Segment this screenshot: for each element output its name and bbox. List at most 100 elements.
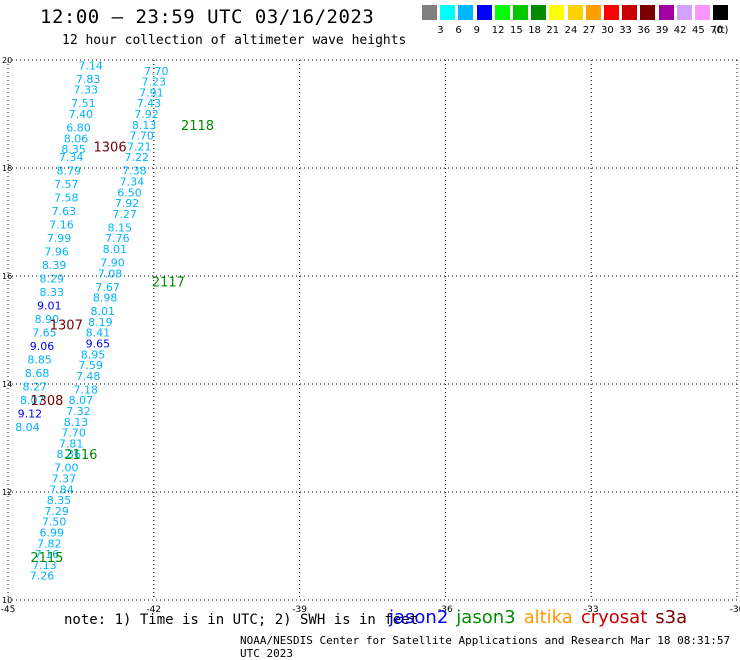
wave-height-value: 7.76: [105, 232, 130, 245]
wave-height-value: 6.99: [39, 527, 64, 540]
wave-height-value: 7.29: [44, 505, 69, 518]
wave-height-value: 7.51: [71, 97, 96, 110]
credit-line: NOAA/NESDIS Center for Satellite Applica…: [240, 634, 731, 660]
wave-height-value: 7.14: [78, 59, 103, 72]
wave-height-value: 7.43: [137, 97, 162, 110]
y-tick-label: 18: [2, 164, 12, 173]
wave-height-value: 8.35: [47, 494, 72, 507]
legend-level: 18: [528, 25, 541, 36]
wave-height-value: 8.13: [64, 416, 89, 429]
wave-height-value: 7.90: [100, 257, 125, 270]
legend-swatch: [440, 5, 456, 20]
wave-height-value: 7.26: [30, 570, 55, 583]
satellite-altika: altika: [523, 607, 573, 628]
legend-level: 36: [637, 25, 651, 36]
legend-level: 9: [473, 25, 480, 36]
wave-height-value: 8.35: [61, 143, 86, 156]
satellite-jason3: jason3: [456, 607, 516, 628]
legend-swatch: [513, 5, 528, 20]
track-label: 2115: [30, 551, 63, 566]
wave-height-value: 7.70: [61, 427, 86, 440]
wave-height-value: 8.06: [64, 132, 89, 145]
legend-level: 21: [546, 25, 560, 36]
wave-height-value: 7.34: [120, 176, 145, 189]
track-label: 2118: [181, 119, 214, 134]
wave-height-value: 9.65: [86, 338, 111, 351]
y-tick-label: 10: [2, 596, 12, 605]
wave-height-value: 7.57: [54, 178, 79, 191]
wave-height-value: 8.33: [39, 286, 64, 299]
legend-level: 27: [582, 25, 596, 36]
wave-height-value: 8.13: [132, 119, 157, 132]
wave-height-value: 8.15: [108, 221, 133, 234]
wave-height-value: 7.92: [134, 108, 159, 121]
track-label: 2116: [64, 448, 97, 463]
legend-level: 42: [673, 25, 687, 36]
legend-level: 6: [455, 25, 462, 36]
wave-height-value: 8.36: [57, 448, 82, 461]
track-label: 2117: [152, 275, 185, 290]
legend-swatch: [585, 5, 601, 20]
legend-swatch: [695, 5, 710, 20]
wave-height-value: 8.07: [20, 394, 45, 407]
track-label: 1308: [30, 394, 63, 409]
x-tick-label: -45: [1, 605, 16, 615]
wave-height-value: 8.07: [69, 394, 94, 407]
wave-height-value: 8.68: [25, 367, 50, 380]
wave-height-value: 7.70: [129, 130, 154, 143]
wave-height-value: 7.81: [59, 437, 84, 450]
wave-height-value: 6.80: [66, 122, 91, 135]
y-tick-label: 20: [2, 56, 12, 65]
x-tick-label: -42: [146, 605, 161, 615]
wave-height-value: 8.27: [22, 381, 47, 394]
wave-height-value: 7.99: [47, 232, 72, 245]
wave-height-value: 7.37: [52, 473, 77, 486]
legend-unit: (ft): [713, 25, 729, 36]
wave-height-value: 7.63: [52, 205, 77, 218]
legend-swatch: [494, 5, 510, 20]
legend-level: 24: [564, 25, 578, 36]
wave-height-value: 7.33: [74, 84, 99, 97]
legend-swatch: [604, 5, 619, 20]
legend-level: 30: [601, 25, 614, 36]
x-tick-label: -39: [292, 605, 307, 615]
wave-height-value: 6.50: [117, 186, 142, 199]
wave-height-value: 7.13: [32, 559, 57, 572]
wave-height-value: 7.91: [139, 86, 164, 99]
track-label: 1306: [94, 140, 127, 155]
wave-height-value: 8.98: [93, 292, 118, 305]
wave-height-value: 7.48: [76, 370, 101, 383]
units-note: note: 1) Time is in UTC; 2) SWH is in fe…: [64, 612, 419, 628]
legend-swatch: [640, 5, 656, 20]
satellite-legend: jason2 jason3 altika cryosat s3a: [389, 607, 695, 628]
satellite-jason2: jason2: [389, 607, 449, 628]
x-tick-label: -30: [730, 605, 740, 615]
legend-level: 12: [491, 25, 505, 36]
wave-height-value: 9.06: [30, 340, 55, 353]
wave-height-value: 8.95: [81, 348, 106, 361]
x-tick-label: -33: [584, 605, 599, 615]
wave-height-value: 8.01: [103, 243, 128, 256]
chart-title: 12:00 – 23:59 UTC 03/16/2023: [40, 6, 375, 28]
wave-height-value: 7.84: [49, 483, 74, 496]
wave-height-value: 7.18: [74, 383, 99, 396]
legend-level: 39: [655, 25, 669, 36]
chart-subtitle: 12 hour collection of altimeter wave hei…: [62, 33, 407, 48]
legend-swatch: [567, 5, 583, 20]
wave-height-value: 7.40: [69, 108, 94, 121]
wave-height-value: 7.23: [142, 76, 167, 89]
track-label: 1307: [50, 319, 83, 334]
legend-swatch: [458, 5, 474, 20]
wave-height-value: 7.65: [32, 327, 57, 340]
wave-height-value: 8.85: [27, 354, 52, 367]
legend-level: 15: [510, 25, 523, 36]
y-tick-label: 12: [2, 488, 12, 497]
wave-height-value: 7.67: [95, 281, 120, 294]
legend-swatch: [476, 5, 492, 20]
wave-height-value: 7.83: [76, 73, 101, 86]
wave-height-value: 8.01: [91, 305, 116, 318]
legend-swatch: [713, 5, 729, 20]
legend-swatch: [531, 5, 547, 20]
wave-height-value: 7.22: [125, 151, 150, 164]
